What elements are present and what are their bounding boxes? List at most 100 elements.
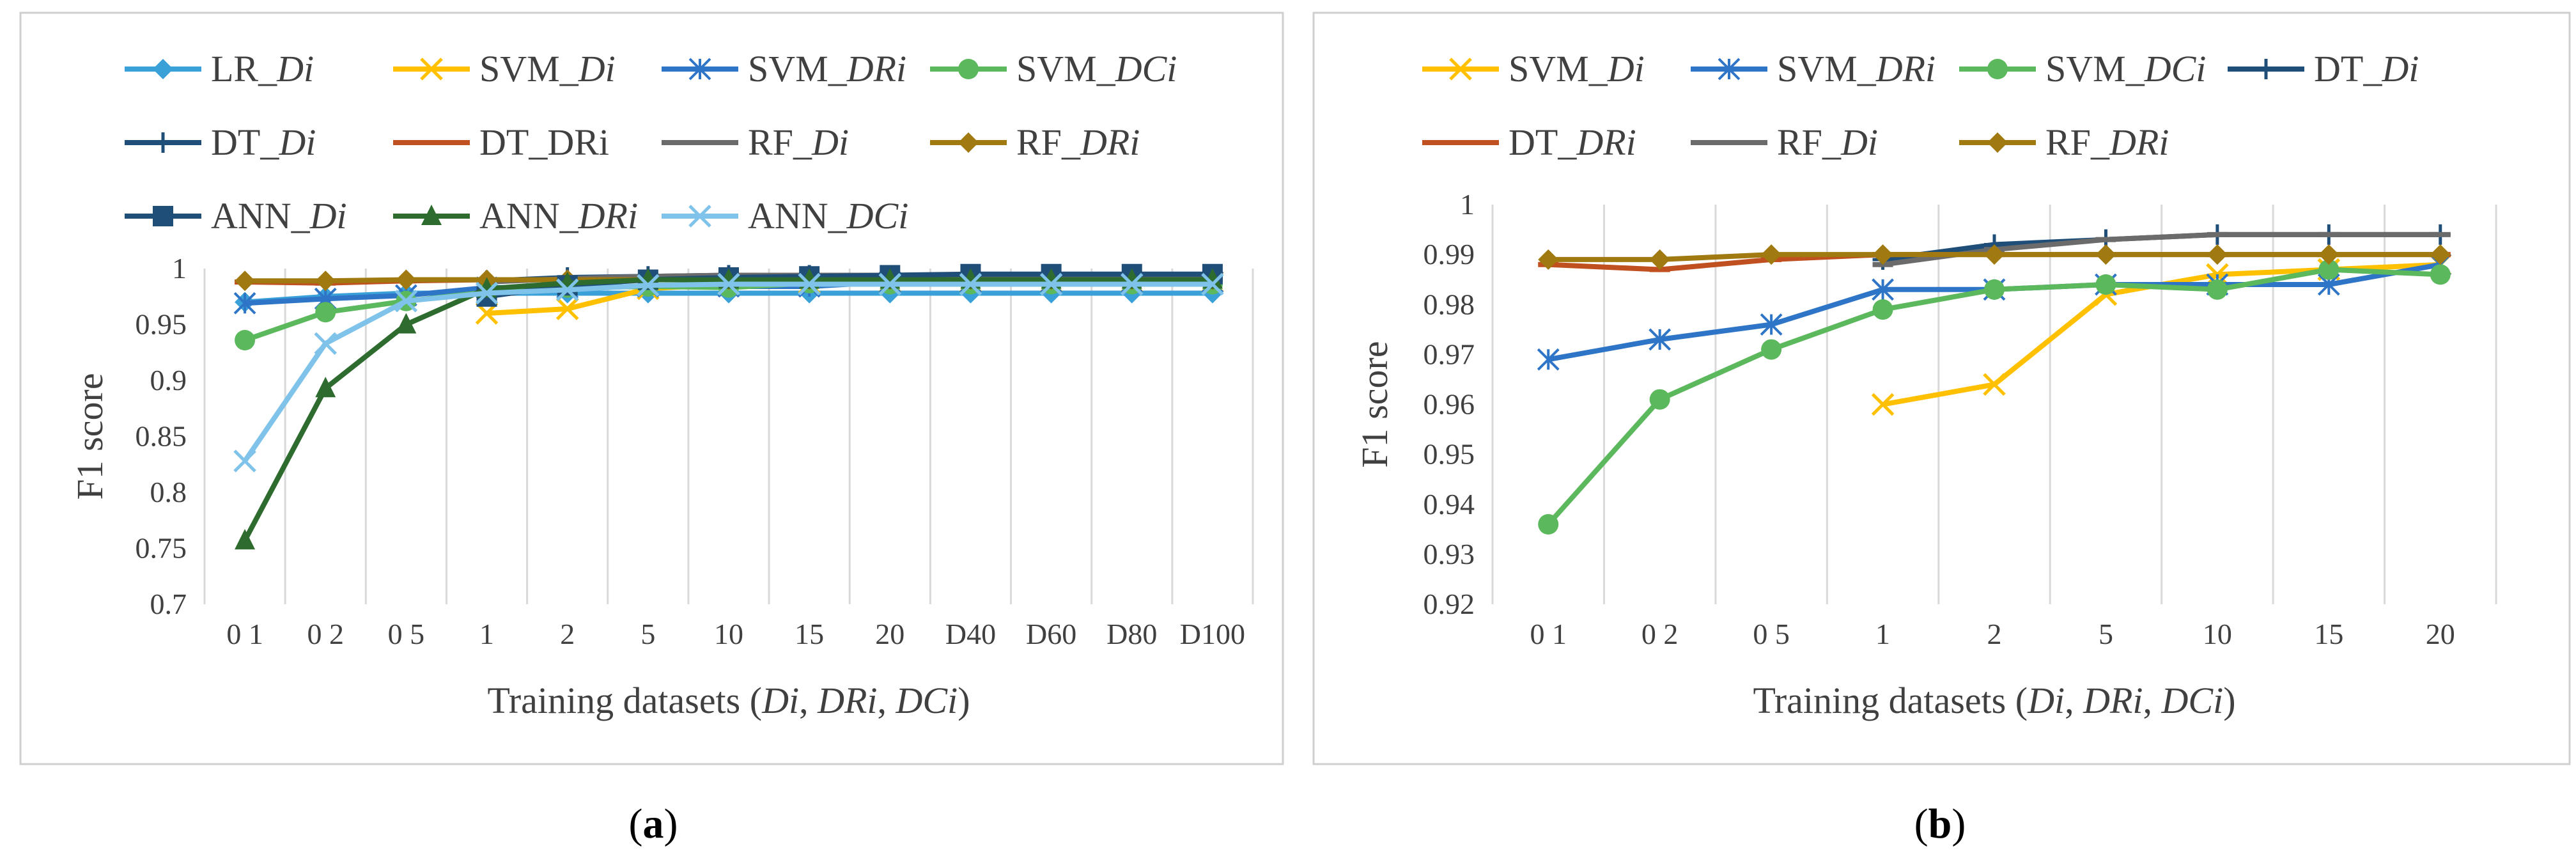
legend-label: SVM_DCi [2045, 48, 2206, 90]
y-tick-label: 0.7 [150, 588, 187, 620]
data-point [2095, 237, 2116, 242]
legend-marker [2256, 59, 2276, 79]
data-point [1121, 272, 1144, 296]
legend-label: DT_DRi [1509, 121, 1636, 163]
legend-item-rf-di: RF_Di [662, 121, 849, 163]
legend-item-ann-dci: ANN_DCi [662, 195, 908, 237]
data-point [2095, 244, 2116, 265]
y-tick-label: 0.93 [1424, 538, 1475, 570]
chart-panel-a: LR_Di SVM_Di SVM_DRi SVM_DCi DT_Di DT_DRi RF_D… [19, 12, 1284, 847]
panel-a-y-axis-title: F1 score [69, 373, 111, 499]
legend-item-dt-dri: DT_DRi [393, 121, 609, 163]
legend-item-rf-di: RF_Di [1691, 121, 1878, 163]
legend-label: RF_DRi [1016, 121, 1140, 163]
data-point [2318, 231, 2339, 237]
x-tick-label: 0 1 [1530, 618, 1567, 650]
data-point [1872, 244, 1893, 265]
legend-marker [688, 205, 711, 228]
data-point [1649, 389, 1670, 410]
x-tick-label: 1 [1875, 618, 1890, 650]
data-point [1871, 393, 1895, 416]
x-tick-label: 0 1 [226, 618, 263, 650]
x-tick-label: 0 2 [307, 618, 344, 650]
legend-label: SVM_Di [479, 48, 616, 90]
y-tick-label: 0.92 [1424, 588, 1475, 620]
legend-label: RF_Di [1777, 121, 1878, 163]
y-tick-label: 0.75 [136, 532, 187, 565]
panel-b-y-ticks: 0.92 0.93 0.94 0.95 0.96 0.97 0.98 0.99 1 [1424, 188, 1475, 620]
data-point [396, 313, 417, 334]
data-point [314, 332, 337, 356]
legend-marker [688, 58, 711, 81]
legend-marker [153, 59, 173, 79]
y-tick-label: 1 [1460, 188, 1475, 221]
legend-item-ann-dri: ANN_DRi [393, 195, 638, 237]
chart-panel-b: SVM_Di SVM_DRi SVM_DCi DT_Di DT_DRi RF_Di RF_D… [1312, 12, 2571, 847]
x-tick-label: 20 [2426, 618, 2455, 650]
data-point [315, 302, 336, 323]
data-point [1039, 272, 1063, 296]
legend-item-rf-dri: RF_DRi [1959, 121, 2169, 163]
legend-label: ANN_DRi [479, 195, 638, 237]
panel-a-x-axis-title: Training datasets (Di, DRi, DCi) [487, 680, 970, 721]
panel-a-label: (a) [629, 801, 678, 847]
panel-b-gridlines [1491, 205, 2497, 604]
data-point [475, 281, 499, 305]
legend-label: ANN_Di [211, 195, 347, 237]
legend-label: RF_Di [748, 121, 849, 163]
data-point [1538, 514, 1559, 535]
y-tick-label: 0.95 [1424, 438, 1475, 471]
data-point [717, 272, 740, 296]
data-point [233, 292, 256, 315]
data-point [1649, 328, 1672, 351]
x-tick-label: 0 2 [1641, 618, 1679, 650]
data-point [2318, 244, 2339, 265]
series-svm-dci [1538, 259, 2451, 535]
data-point [878, 272, 902, 296]
data-point [1649, 249, 1670, 270]
data-point [2207, 231, 2228, 237]
panel-b-label: (b) [1914, 801, 1966, 847]
legend-marker [153, 206, 173, 226]
panel-b-frame [1312, 12, 2571, 765]
data-point [235, 330, 256, 350]
data-point [1983, 373, 2006, 396]
x-tick-label: 10 [2203, 618, 2232, 650]
legend-label: SVM_DCi [1016, 48, 1177, 90]
data-point [1761, 339, 1782, 360]
data-point [315, 270, 336, 292]
data-point [1201, 272, 1224, 296]
legend-label: ANN_DCi [748, 195, 908, 237]
data-point [1872, 299, 1893, 320]
panel-a-y-ticks: 0.7 0.75 0.8 0.85 0.9 0.95 1 [136, 252, 187, 620]
data-point [1538, 249, 1559, 270]
legend-marker [690, 140, 710, 145]
legend-label: DT_Di [2314, 48, 2419, 90]
data-point [315, 377, 336, 398]
y-tick-label: 0.97 [1424, 338, 1475, 370]
panel-b-x-axis-title: Training datasets (Di, DRi, DCi) [1753, 680, 2235, 721]
x-tick-label: 5 [2099, 618, 2113, 650]
data-point [1761, 244, 1782, 265]
data-point [233, 450, 256, 473]
legend-label: SVM_DRi [748, 48, 906, 90]
data-point [2318, 259, 2339, 280]
data-point [396, 269, 417, 290]
legend-marker [421, 140, 442, 145]
data-point [637, 274, 660, 297]
x-tick-label: 15 [795, 618, 824, 650]
data-point [235, 529, 256, 550]
data-point [1872, 278, 1894, 301]
x-tick-label: D100 [1180, 618, 1245, 650]
x-tick-label: 0 5 [1753, 618, 1790, 650]
data-point [2430, 231, 2451, 237]
legend-marker [1719, 140, 1739, 145]
data-point [555, 278, 579, 302]
y-tick-label: 0.85 [136, 420, 187, 453]
y-tick-label: 1 [172, 252, 187, 285]
legend-item-rf-dri: RF_DRi [930, 121, 1140, 163]
legend-item-dt-dri: DT_DRi [1422, 121, 1636, 163]
legend-marker [958, 59, 979, 79]
panel-a-frame [19, 12, 1284, 765]
data-point [959, 272, 982, 296]
